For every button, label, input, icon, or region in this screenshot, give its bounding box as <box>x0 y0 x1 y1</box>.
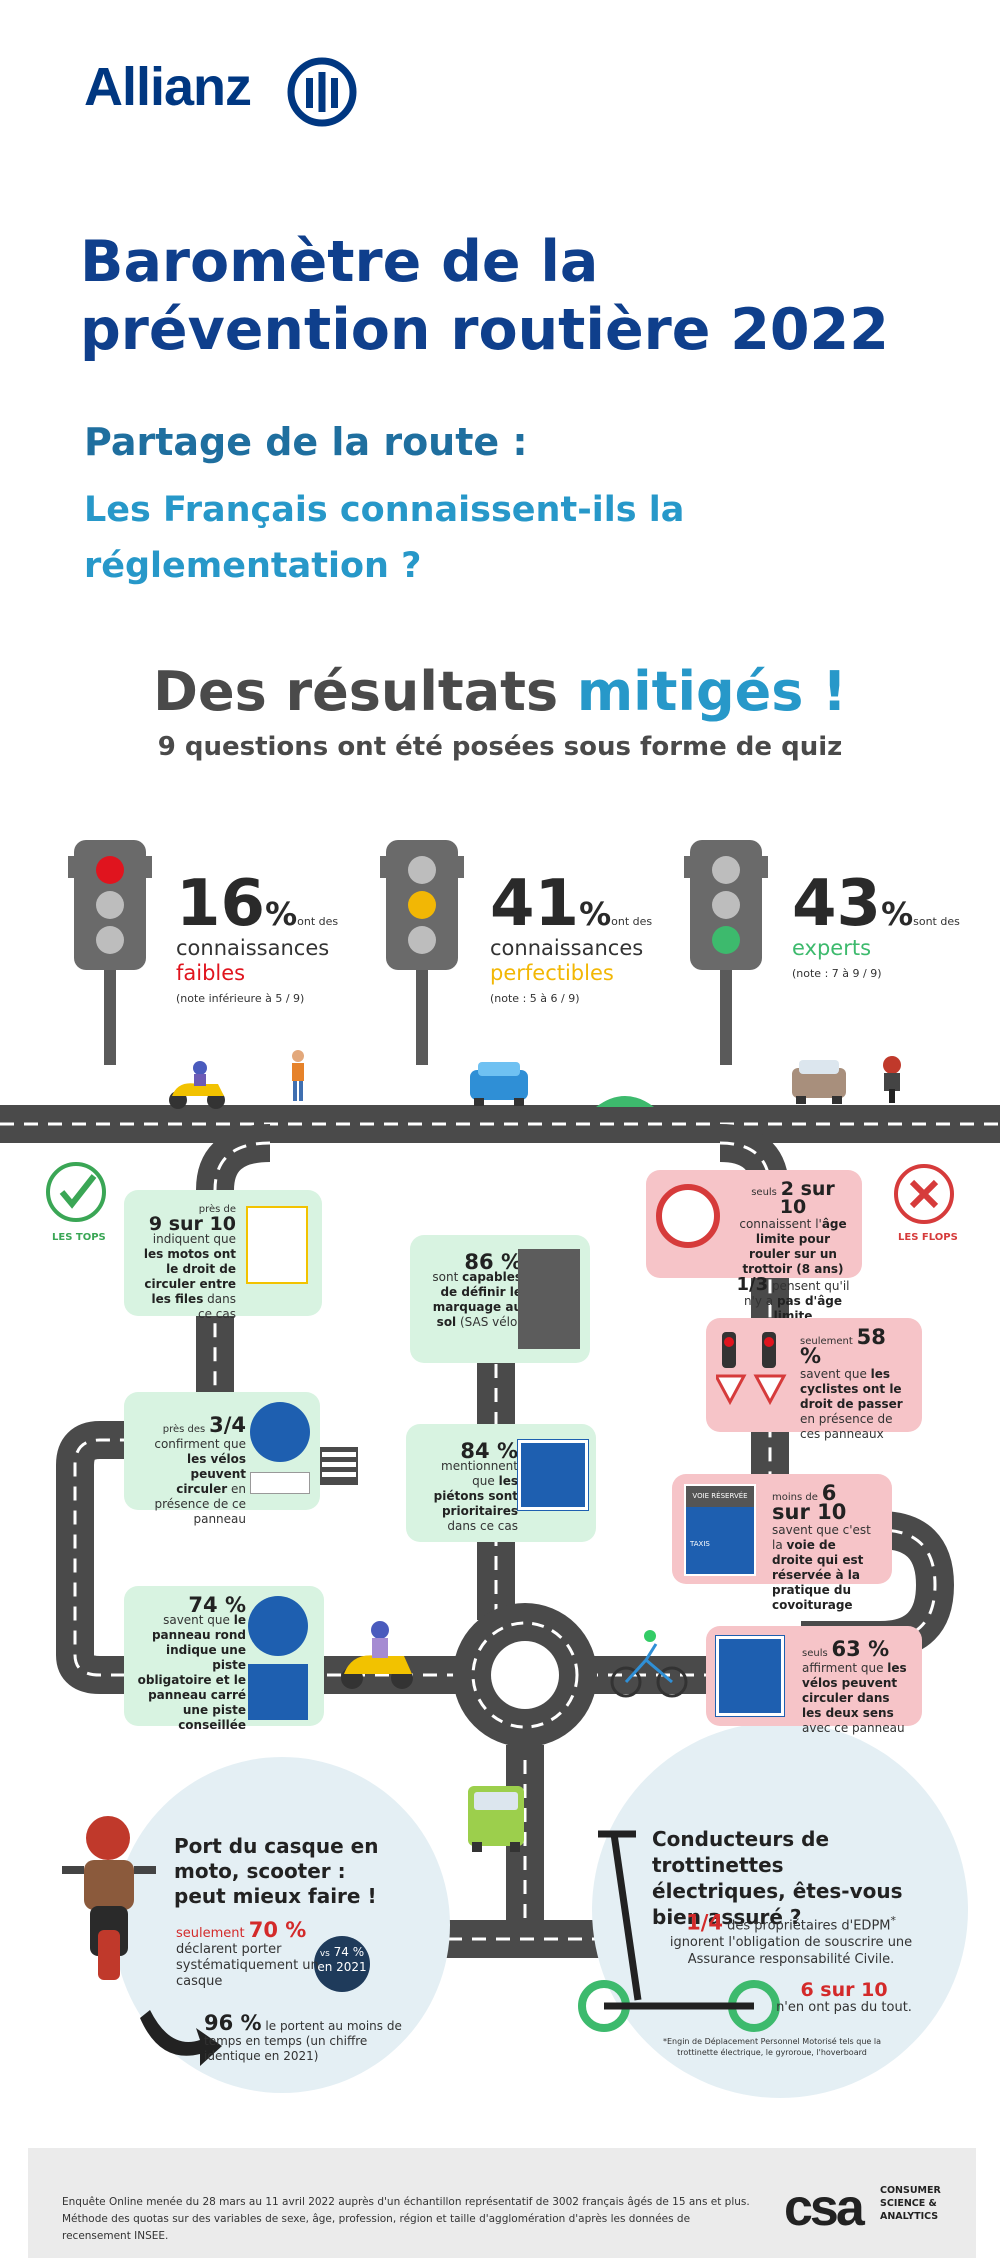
traffic-light-green-icon <box>684 840 768 1065</box>
allianz-eagle-logo-icon <box>287 57 357 127</box>
card-motos: près de 9 sur 10 indiquent que les motos… <box>124 1190 322 1321</box>
casque-stat-2: 96 % le portent au moins de temps en tem… <box>204 2011 402 2064</box>
footer-methodology: Enquête Online menée du 28 mars au 11 av… <box>62 2196 750 2242</box>
trottinette-stat: 1/4 des propriétaires d'EDPM* ignorent l… <box>669 1910 913 1968</box>
footer-panel <box>28 2148 976 2258</box>
card-panneau: 74 % savent que le panneau rond indique … <box>124 1586 324 1732</box>
age-8-plus-sign-icon <box>656 1184 720 1248</box>
card-voie: VOIE RÉSERVÉE TAXIS moins de 6 sur 10 sa… <box>672 1474 892 1612</box>
sas-velo-marking-icon <box>518 1249 580 1349</box>
road-illustration <box>0 840 1000 2098</box>
page-title: Baromètre de la prévention routière 2022 <box>80 229 889 363</box>
cyclist-traffic-light-signs-icon <box>713 1332 790 1414</box>
vs-2021-badge <box>314 1936 370 1992</box>
trottinette-footnote: *Engin de Déplacement Personnel Motorisé… <box>663 2037 881 2057</box>
curved-arrow-icon <box>140 2010 222 2066</box>
results-title: Des résultats mitigés ! <box>153 660 847 723</box>
traffic-jam-sign-icon <box>246 1206 308 1284</box>
stat-faibles: 16%ont des connaissances faibles (note i… <box>176 867 339 1005</box>
allianz-logo-text: Allianz <box>84 57 252 117</box>
stat-experts: 43%sont des experts (note : 7 à 9 / 9) <box>792 867 960 980</box>
vs-2021-text: vs 74 % en 2021 <box>317 1945 367 1974</box>
traffic-light-red-icon <box>68 840 152 1065</box>
blue-car-icon <box>470 1062 528 1106</box>
pedestrian-icon <box>292 1050 304 1101</box>
casque-title: Port du casque en moto, scooter : peut m… <box>174 1834 379 1908</box>
csa-subtitle: CONSUMER SCIENCE & ANALYTICS <box>880 2185 941 2222</box>
motorcyclist-front-icon <box>883 1056 901 1103</box>
tops-label: LES TOPS <box>52 1232 106 1243</box>
bus-lane-sign-icon <box>250 1402 310 1462</box>
casque-stat: seulement 70 % déclarent porter systémat… <box>176 1918 319 1990</box>
motorcyclist-helmet-icon <box>62 1816 156 1980</box>
trottinette-stat-2: 6 sur 10 n'en ont pas du tout. <box>776 1979 912 2016</box>
bike-plate-icon <box>250 1472 310 1494</box>
electric-scooter-icon <box>578 1830 780 2032</box>
square-bike-sign-icon <box>248 1664 308 1720</box>
beige-car-icon <box>792 1060 846 1104</box>
van-icon <box>468 1786 524 1852</box>
pedestrian-zone-sign-icon <box>517 1439 589 1511</box>
traffic-light-orange-icon <box>380 840 464 1065</box>
speed-bump-icon <box>596 1096 654 1107</box>
card-velos-bus: près des 3/4 confirment que les vélos pe… <box>124 1392 320 1526</box>
stat-perfectibles: 41%ont des connaissances perfectibles (n… <box>490 867 653 1005</box>
crosswalk-icon <box>322 1452 356 1477</box>
two-way-bike-sign-icon <box>715 1635 785 1717</box>
csa-logo: csa <box>784 2179 865 2237</box>
page-question: Les Français connaissent-ils la réglemen… <box>84 490 685 586</box>
card-sas: 86 % sont capables de définir le marquag… <box>410 1235 590 1363</box>
tops-check-icon <box>46 1162 106 1222</box>
flops-cross-icon <box>894 1164 954 1224</box>
flops-label: LES FLOPS <box>898 1232 958 1243</box>
cyclist-icon <box>610 1630 688 1698</box>
scooter-rider-2-icon <box>341 1621 413 1689</box>
round-bike-sign-icon <box>248 1596 308 1656</box>
page-subtitle: Partage de la route : <box>84 420 528 464</box>
card-age: seuls 2 sur 10 connaissent l'âge limite … <box>646 1170 862 1323</box>
card-sens: seuls 63 % affirment que les vélos peuve… <box>706 1626 922 1735</box>
scooter-rider-icon <box>169 1061 225 1109</box>
reserved-lane-sign-icon: VOIE RÉSERVÉE TAXIS <box>684 1484 756 1576</box>
trottinette-title: Conducteurs de trottinettes électriques,… <box>652 1827 903 1929</box>
card-feux: seulement 58 % savent que les cyclistes … <box>706 1318 922 1441</box>
card-pietons: 84 % mentionnent que les piétons sont pr… <box>406 1424 596 1542</box>
results-subtitle: 9 questions ont été posées sous forme de… <box>157 732 843 762</box>
